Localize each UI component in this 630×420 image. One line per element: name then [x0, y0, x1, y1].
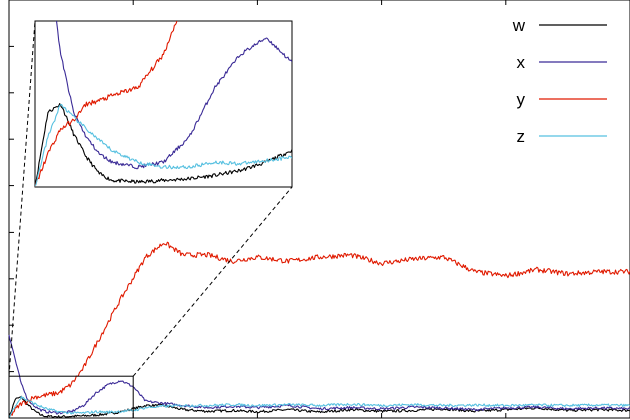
inset-series-line-z	[35, 104, 292, 187]
main-plot	[8, 0, 630, 419]
legend-label-z: z	[517, 127, 526, 146]
inset-plot	[34, 20, 293, 188]
inset-series-line-w	[35, 103, 292, 187]
series-line-y	[8, 241, 630, 418]
legend-label-x: x	[517, 53, 526, 72]
inset-frame	[34, 20, 293, 188]
inset-series-line-x	[55, 21, 292, 170]
series-line-x	[8, 334, 630, 415]
main-series-group	[8, 241, 630, 419]
series-line-z	[8, 395, 630, 419]
legend-label-y: y	[517, 90, 526, 109]
zoom-region-rect	[8, 375, 134, 419]
zoom-indicator	[8, 20, 293, 419]
zoom-link-line	[132, 186, 293, 377]
inset-series-line-y	[35, 21, 178, 187]
plot-frame	[8, 0, 630, 419]
inset-series-group	[35, 21, 292, 187]
legend-label-w: w	[512, 16, 526, 35]
zoom-link-line	[8, 20, 36, 377]
